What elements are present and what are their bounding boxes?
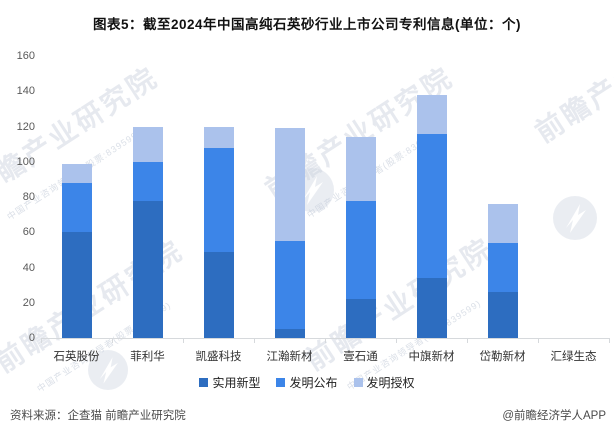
bar-segment-invention-published <box>487 242 518 293</box>
bar-segment-invention-published <box>345 200 376 300</box>
legend-item-invention-published: 发明公布 <box>276 374 338 391</box>
y-axis-label: 40 <box>22 261 35 274</box>
page-title: 图表5：截至2024年中国高纯石英砂行业上市公司专利信息(单位：个) <box>92 17 522 32</box>
x-axis-label: 壹石通 <box>343 351 378 363</box>
bar-segment-invention-granted <box>345 137 376 201</box>
legend-swatch-icon <box>199 378 209 387</box>
x-axis-label: 中旗新材 <box>408 351 455 363</box>
x-axis-tick <box>467 339 468 343</box>
y-axis-label: 80 <box>22 191 35 203</box>
bar-segment-invention-granted <box>61 163 92 183</box>
x-axis-label: 江瀚新材 <box>266 351 313 363</box>
x-axis-tick <box>183 339 184 343</box>
y-axis-label: 120 <box>16 120 35 133</box>
y-axis-label: 20 <box>22 296 35 309</box>
bar-segment-utility-model <box>274 329 305 338</box>
y-axis-label: 0 <box>28 332 35 344</box>
footer-credit: @前瞻经济学人APP <box>502 410 606 422</box>
y-axis-label: 60 <box>22 226 35 239</box>
bar-segment-invention-published <box>132 161 163 201</box>
legend-item-invention-granted: 发明授权 <box>353 374 415 391</box>
y-axis-label: 160 <box>16 50 35 62</box>
legend-label: 实用新型 <box>212 376 261 390</box>
x-axis-tick <box>41 339 42 343</box>
legend-label: 发明公布 <box>289 376 338 390</box>
x-axis-tick <box>609 339 610 343</box>
bar-segment-invention-published <box>61 182 92 233</box>
x-axis-label: 菲利华 <box>130 351 165 363</box>
x-axis-tick <box>254 339 255 343</box>
bar-segment-utility-model <box>487 292 518 338</box>
bar-segment-invention-granted <box>132 126 163 162</box>
legend-label: 发明授权 <box>366 376 415 390</box>
bar-segment-utility-model <box>132 200 163 338</box>
bar-segment-utility-model <box>61 232 92 338</box>
bar-segment-invention-granted <box>416 94 447 134</box>
bar-segment-invention-published <box>416 133 447 279</box>
x-axis-tick <box>538 339 539 343</box>
bar-segment-utility-model <box>203 251 234 338</box>
x-axis-label: 汇绿生态 <box>550 351 597 363</box>
x-axis-label: 岱勒新材 <box>479 351 526 363</box>
legend-item-utility-model: 实用新型 <box>199 374 260 391</box>
watermark-logo-icon <box>553 196 597 240</box>
x-axis-tick <box>112 339 113 343</box>
legend-swatch-icon <box>276 378 286 387</box>
x-axis-tick <box>396 339 397 343</box>
bar-segment-invention-granted <box>274 128 305 242</box>
bar-segment-utility-model <box>345 299 376 338</box>
footer-source: 资料来源：企查猫 前瞻产业研究院 <box>10 410 186 422</box>
bar-segment-utility-model <box>416 278 447 338</box>
x-axis-label: 石英股份 <box>53 351 100 363</box>
x-axis-line <box>41 338 610 339</box>
bar-segment-invention-granted <box>487 204 518 243</box>
x-axis-label: 凯盛科技 <box>195 351 242 363</box>
bar-segment-invention-published <box>274 241 305 330</box>
y-axis-label: 140 <box>16 85 35 98</box>
y-axis-label: 100 <box>16 155 35 168</box>
bar-segment-invention-published <box>203 147 234 252</box>
legend-swatch-icon <box>353 378 363 387</box>
x-axis-tick <box>325 339 326 343</box>
legend: 实用新型 发明公布 发明授权 <box>0 374 614 391</box>
bar-segment-invention-granted <box>203 126 234 148</box>
